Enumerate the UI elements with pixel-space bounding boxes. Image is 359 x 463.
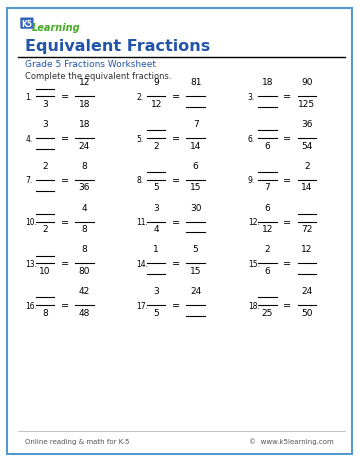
Text: 4: 4 <box>153 225 159 233</box>
Text: 6: 6 <box>265 203 270 212</box>
Text: 7.: 7. <box>25 176 32 185</box>
Text: 8: 8 <box>42 308 48 317</box>
Text: 8: 8 <box>81 225 87 233</box>
Text: ©  www.k5learning.com: © www.k5learning.com <box>249 438 334 444</box>
Text: 4: 4 <box>81 203 87 212</box>
Text: 24: 24 <box>190 287 201 295</box>
Text: 54: 54 <box>301 141 313 150</box>
Text: 7: 7 <box>193 120 199 129</box>
Text: 1.: 1. <box>25 93 32 102</box>
Text: =: = <box>283 92 291 102</box>
Text: 15.: 15. <box>248 259 260 269</box>
Text: 10: 10 <box>39 266 51 275</box>
Text: 3: 3 <box>42 100 48 108</box>
Text: 5: 5 <box>153 308 159 317</box>
Text: Equivalent Fractions: Equivalent Fractions <box>25 39 210 54</box>
Text: 25: 25 <box>262 308 273 317</box>
Text: 18.: 18. <box>248 301 260 310</box>
Text: 15: 15 <box>190 183 201 192</box>
Text: 81: 81 <box>190 78 201 87</box>
Text: 6: 6 <box>265 141 270 150</box>
Text: =: = <box>172 92 180 102</box>
Text: 4.: 4. <box>25 134 32 144</box>
Text: 2: 2 <box>265 245 270 254</box>
Text: 9.: 9. <box>248 176 255 185</box>
Text: 5.: 5. <box>136 134 144 144</box>
Text: 6: 6 <box>265 266 270 275</box>
Text: Online reading & math for K-5: Online reading & math for K-5 <box>25 438 130 444</box>
Text: 11.: 11. <box>136 218 148 227</box>
Text: 12.: 12. <box>248 218 260 227</box>
Text: 18: 18 <box>79 120 90 129</box>
Text: 50: 50 <box>301 308 313 317</box>
Text: =: = <box>61 217 69 227</box>
Text: 2: 2 <box>42 162 48 170</box>
Text: 9: 9 <box>153 78 159 87</box>
Text: 90: 90 <box>301 78 313 87</box>
Text: 18: 18 <box>262 78 273 87</box>
Text: Complete the equivalent fractions.: Complete the equivalent fractions. <box>25 71 172 81</box>
Text: 2.: 2. <box>136 93 144 102</box>
Text: K5: K5 <box>22 19 32 29</box>
Text: 6: 6 <box>193 162 199 170</box>
Text: 2: 2 <box>304 162 310 170</box>
Text: 3: 3 <box>42 120 48 129</box>
Text: 1: 1 <box>153 245 159 254</box>
Text: 7: 7 <box>265 183 270 192</box>
Text: 12: 12 <box>150 100 162 108</box>
Text: 6.: 6. <box>248 134 255 144</box>
Text: =: = <box>283 217 291 227</box>
Text: =: = <box>61 92 69 102</box>
Text: =: = <box>61 300 69 311</box>
Text: 12: 12 <box>262 225 273 233</box>
Text: 36: 36 <box>79 183 90 192</box>
Text: =: = <box>283 300 291 311</box>
Text: 15: 15 <box>190 266 201 275</box>
Text: 80: 80 <box>79 266 90 275</box>
Text: 16.: 16. <box>25 301 37 310</box>
Text: 14: 14 <box>301 183 313 192</box>
Text: =: = <box>61 134 69 144</box>
Text: 8: 8 <box>81 162 87 170</box>
Text: 72: 72 <box>301 225 313 233</box>
Text: 10.: 10. <box>25 218 37 227</box>
Text: =: = <box>172 175 180 186</box>
Text: =: = <box>283 259 291 269</box>
Text: 3.: 3. <box>248 93 255 102</box>
Text: Grade 5 Fractions Worksheet: Grade 5 Fractions Worksheet <box>25 60 156 69</box>
Text: 24: 24 <box>301 287 313 295</box>
Text: =: = <box>61 175 69 186</box>
Text: 13.: 13. <box>25 259 37 269</box>
Text: =: = <box>61 259 69 269</box>
Text: =: = <box>283 175 291 186</box>
Text: Learning: Learning <box>31 23 80 33</box>
Text: 48: 48 <box>79 308 90 317</box>
Text: 14.: 14. <box>136 259 148 269</box>
Text: =: = <box>172 134 180 144</box>
Text: 12: 12 <box>301 245 313 254</box>
Text: 30: 30 <box>190 203 201 212</box>
Text: =: = <box>283 134 291 144</box>
Text: =: = <box>172 259 180 269</box>
FancyBboxPatch shape <box>7 9 352 454</box>
Text: =: = <box>172 300 180 311</box>
Text: 14: 14 <box>190 141 201 150</box>
Text: 125: 125 <box>298 100 316 108</box>
Text: 24: 24 <box>79 141 90 150</box>
Text: 8: 8 <box>81 245 87 254</box>
Text: 17.: 17. <box>136 301 148 310</box>
Text: 12: 12 <box>79 78 90 87</box>
Text: 42: 42 <box>79 287 90 295</box>
Text: =: = <box>172 217 180 227</box>
Text: 5: 5 <box>153 183 159 192</box>
Text: 2: 2 <box>153 141 159 150</box>
Text: 18: 18 <box>79 100 90 108</box>
Text: 3: 3 <box>153 287 159 295</box>
Text: 36: 36 <box>301 120 313 129</box>
Text: 5: 5 <box>193 245 199 254</box>
Text: 2: 2 <box>42 225 48 233</box>
Text: 3: 3 <box>153 203 159 212</box>
Text: 8.: 8. <box>136 176 144 185</box>
